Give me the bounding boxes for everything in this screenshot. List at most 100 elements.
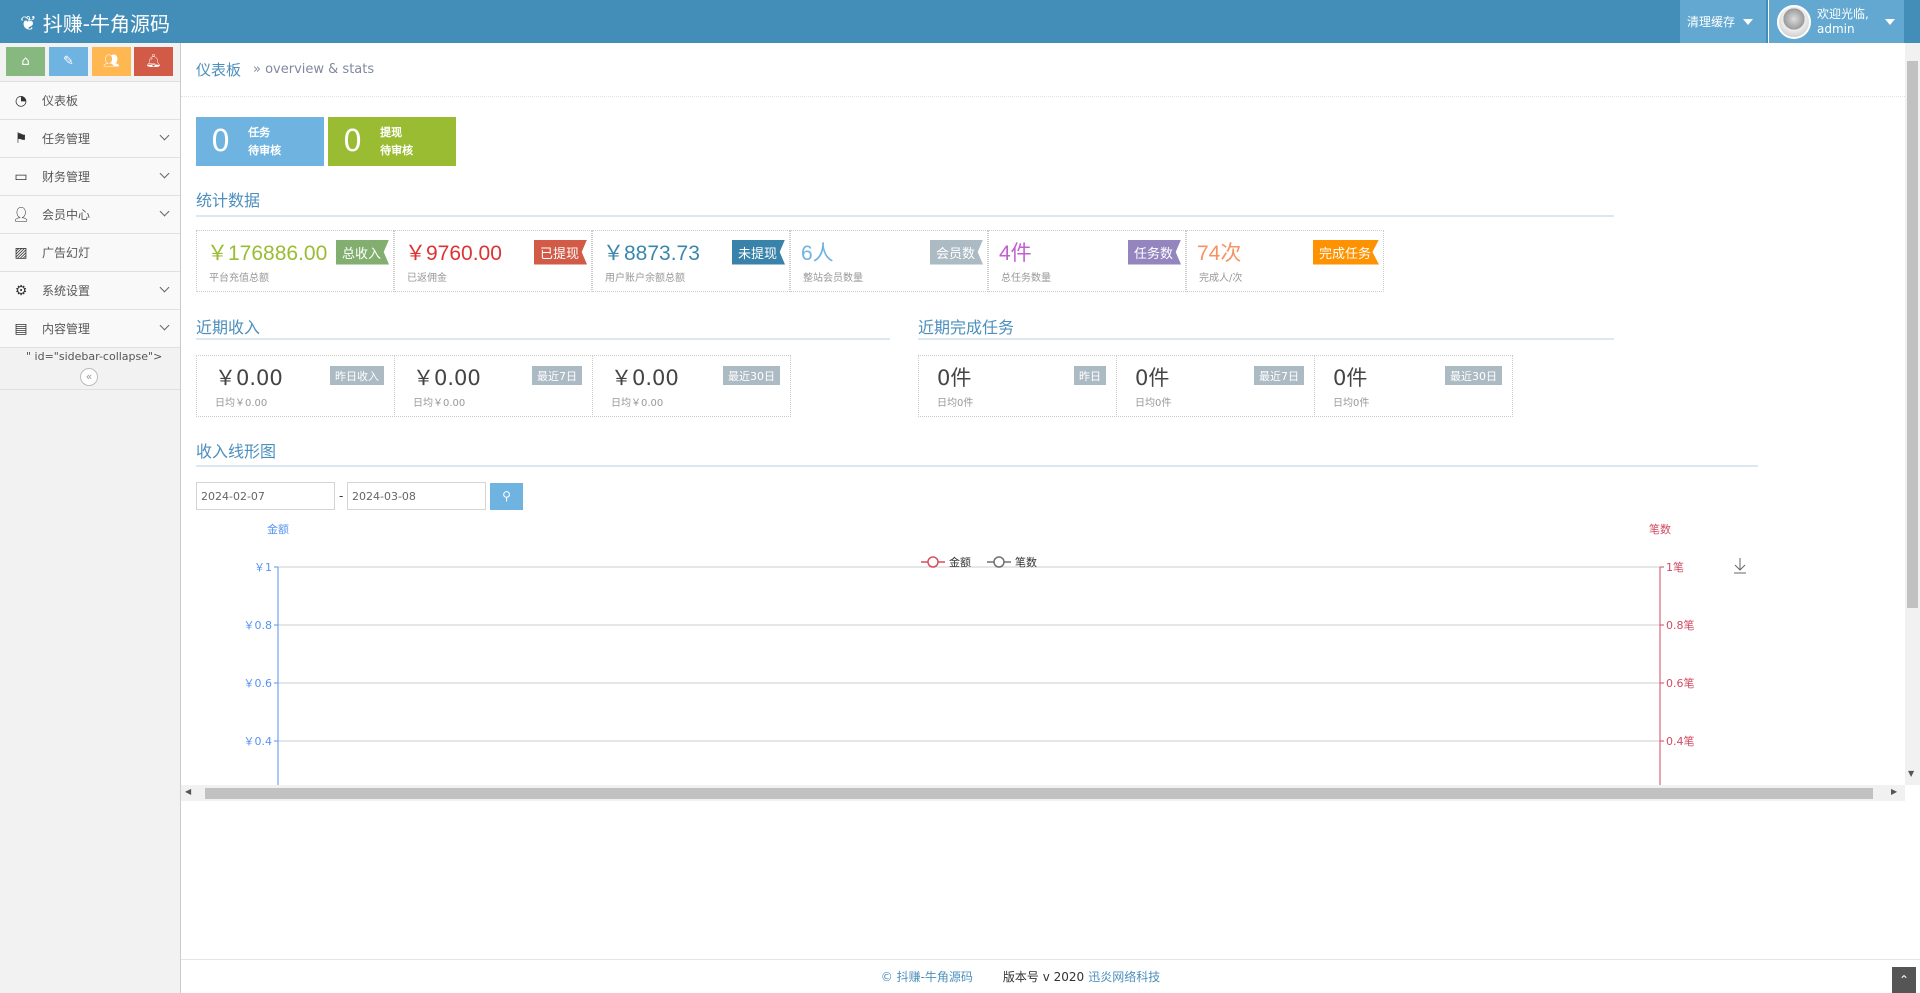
infobox-task-pending[interactable]: 0 任务待审核 (196, 117, 324, 166)
download-icon[interactable] (1734, 558, 1746, 574)
shortcut-home-button[interactable]: ⌂ (6, 47, 45, 76)
search-icon: ⚲ (502, 489, 511, 503)
main-content: 仪表板 » overview & stats 0 任务待审核 0 提现 待审核 统计数据… (181, 43, 1920, 801)
footer-copyright: © 抖赚-牛角源码 (880, 970, 973, 984)
sidebar: ⌂ ✎ 👥︎ 🔔︎ ◔ 仪表板 ⚑ 任务管理 ▭ 财务管理 👤︎ 会员中心 ▨ 广告幻灯 … (0, 43, 181, 993)
infobox-withdraw-pending[interactable]: 0 提现 待审核 (328, 117, 456, 166)
sidebar-item-label: 财务管理 (42, 170, 91, 184)
stat-value: ￥176886.00 (207, 242, 328, 265)
stat-box: ￥8873.73 未提现 用户账户余额总额 (592, 230, 790, 292)
divider (196, 465, 1758, 467)
caret-down-icon (1885, 18, 1895, 25)
tasks-box: 0件 日均0件 昨日 (918, 355, 1117, 417)
vertical-scrollbar[interactable]: ▼ (1905, 43, 1920, 785)
stat-label: 平台充值总额 (209, 273, 269, 284)
stat-value: 4件 (999, 242, 1032, 265)
tasks-box: 0件 日均0件 最近7日 (1116, 355, 1315, 417)
page-title[interactable]: 仪表板 (196, 61, 242, 79)
sidebar-item-dashboard[interactable]: ◔ 仪表板 (0, 81, 180, 119)
stat-label: 完成人/次 (1199, 273, 1243, 284)
income-daily-average: 日均￥0.00 (611, 398, 664, 409)
shortcut-users-button[interactable]: 👥︎ (92, 47, 131, 76)
clear-cache-label: 清理缓存 (1687, 15, 1736, 29)
right-tick-label: 0.8笔 (1666, 618, 1695, 632)
hdd-icon: ▭ (14, 168, 28, 185)
flag-icon: ⚑ (14, 130, 28, 147)
picture-icon: ▨ (14, 244, 28, 261)
legend-label[interactable]: 金额 (949, 555, 971, 569)
sidebar-item-members[interactable]: 👤︎ 会员中心 (0, 195, 180, 233)
sidebar-item-label: 会员中心 (42, 208, 91, 222)
left-tick-label: ￥1 (254, 561, 272, 574)
cog-icon: ⚙ (14, 282, 28, 299)
section-title-stats: 统计数据 (196, 191, 261, 210)
sidebar-item-label: 仪表板 (42, 94, 79, 108)
page-subtitle: » overview & stats (253, 62, 375, 77)
scroll-down-arrow-icon[interactable]: ▼ (1908, 769, 1915, 778)
tasks-period-tag: 最近30日 (1445, 366, 1502, 385)
sidebar-item-label: 内容管理 (42, 322, 91, 336)
dashboard-icon: ◔ (14, 92, 28, 109)
sidebar-item-label: 任务管理 (42, 132, 91, 146)
section-title-tasks: 近期完成任务 (918, 318, 1015, 337)
infobox-label: 待审核 (248, 143, 282, 157)
footer-version: 版本号 v 2020 (1002, 970, 1085, 984)
shortcut-pencil-button[interactable]: ✎ (49, 47, 88, 76)
income-period-tag: 最近7日 (532, 366, 582, 385)
income-box: ￥0.00 日均￥0.00 最近30日 (592, 355, 791, 417)
pencil-icon: ✎ (63, 54, 74, 69)
sidebar-item-ads[interactable]: ▨ 广告幻灯 (0, 233, 180, 271)
right-tick-label: 0.4笔 (1666, 734, 1695, 748)
stat-box: 6人 会员数 整站会员数量 (790, 230, 988, 292)
tasks-period-tag: 最近7日 (1254, 366, 1304, 385)
brand-link[interactable]: ❦ 抖赚-牛角源码 (20, 8, 170, 37)
stat-ribbon: 总收入 (335, 239, 389, 265)
stat-value: ￥9760.00 (405, 242, 502, 265)
clear-cache-dropdown[interactable]: 清理缓存 (1680, 0, 1766, 43)
username: admin (1817, 21, 1855, 36)
navbar: ❦ 抖赚-牛角源码 清理缓存 欢迎光临, admin (0, 0, 1920, 43)
legend-marker-0[interactable] (927, 556, 939, 568)
users-icon: 👥︎ (103, 54, 120, 69)
income-daily-average: 日均￥0.00 (413, 398, 466, 409)
stat-box: ￥9760.00 已提现 已返佣金 (394, 230, 592, 292)
stat-value: 6人 (801, 242, 834, 265)
income-value: ￥0.00 (413, 366, 481, 390)
stat-ribbon: 任务数 (1127, 239, 1181, 265)
sidebar-collapse: " id="sidebar-collapse"> « (0, 347, 180, 390)
shortcut-bell-button[interactable]: 🔔︎ (134, 47, 173, 76)
user-icon: 👤︎ (12, 206, 30, 223)
end-date-input[interactable]: 2024-03-08 (347, 482, 486, 510)
date-separator: - (339, 489, 344, 503)
sidebar-item-tasks[interactable]: ⚑ 任务管理 (0, 119, 180, 157)
start-date-input[interactable]: 2024-02-07 (196, 482, 335, 510)
user-menu[interactable]: 欢迎光临, admin (1768, 0, 1904, 43)
back-to-top-button[interactable]: ⌃ (1892, 967, 1916, 993)
sidebar-item-content[interactable]: ▤ 内容管理 (0, 309, 180, 347)
stat-ribbon: 完成任务 (1312, 239, 1379, 265)
legend-marker-1[interactable] (993, 556, 1005, 568)
stat-label: 总任务数量 (1001, 273, 1051, 284)
sidebar-item-finance[interactable]: ▭ 财务管理 (0, 157, 180, 195)
collapse-toggle-button[interactable]: « (80, 368, 98, 386)
stat-label: 已返佣金 (407, 273, 447, 284)
scroll-left-arrow-icon[interactable]: ◀ (185, 787, 192, 796)
infobox-label: 任务 (248, 125, 271, 139)
tasks-value: 0件 (1135, 366, 1170, 390)
horizontal-scrollbar[interactable]: ◀ ▶ (181, 785, 1905, 801)
legend-label[interactable]: 笔数 (1015, 555, 1037, 569)
left-tick-label: ￥0.8 (244, 619, 273, 632)
divider (918, 338, 1614, 340)
right-axis-name: 笔数 (1649, 522, 1671, 536)
chevron-down-icon (159, 168, 170, 179)
section-title-chart: 收入线形图 (196, 442, 277, 461)
scroll-right-arrow-icon[interactable]: ▶ (1891, 787, 1898, 796)
divider (196, 338, 890, 340)
income-period-tag: 最近30日 (723, 366, 780, 385)
stat-label: 用户账户余额总额 (605, 273, 685, 284)
search-button[interactable]: ⚲ (490, 483, 523, 510)
infobox-number: 0 (211, 124, 231, 159)
footer-company-link[interactable]: 迅炎网络科技 (1088, 970, 1161, 984)
sidebar-item-settings[interactable]: ⚙ 系统设置 (0, 271, 180, 309)
avatar (1777, 4, 1811, 39)
